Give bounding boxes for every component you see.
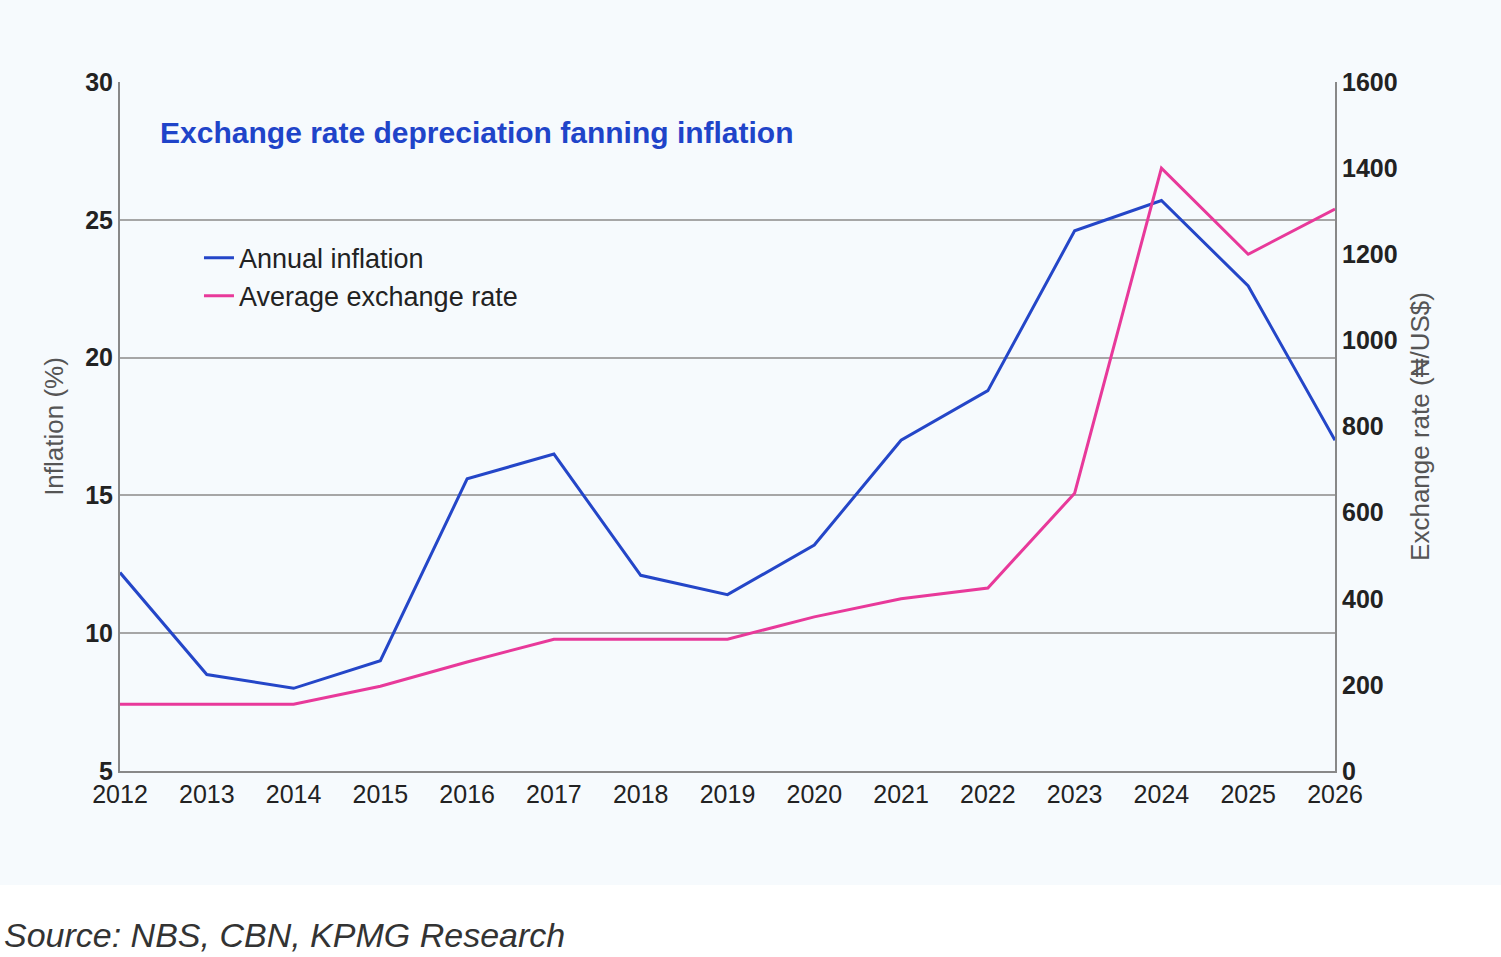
svg-text:2025: 2025 xyxy=(1220,780,1276,808)
svg-text:2022: 2022 xyxy=(960,780,1016,808)
svg-text:Average exchange rate: Average exchange rate xyxy=(239,282,518,312)
svg-text:2024: 2024 xyxy=(1134,780,1190,808)
svg-text:15: 15 xyxy=(85,481,113,509)
svg-text:200: 200 xyxy=(1342,671,1384,699)
svg-text:2013: 2013 xyxy=(179,780,235,808)
svg-text:2018: 2018 xyxy=(613,780,669,808)
svg-text:Annual inflation: Annual inflation xyxy=(239,244,424,274)
html-text:Source: NBS, CBN, KPMG Researc: Source: NBS, CBN, KPMG Research xyxy=(4,916,566,954)
svg-text:2023: 2023 xyxy=(1047,780,1103,808)
svg-text:2012: 2012 xyxy=(92,780,148,808)
svg-text:800: 800 xyxy=(1342,412,1384,440)
svg-text:5: 5 xyxy=(99,757,113,785)
svg-text:10: 10 xyxy=(85,619,113,647)
svg-text:1400: 1400 xyxy=(1342,154,1398,182)
svg-text:2015: 2015 xyxy=(353,780,409,808)
svg-text:1600: 1600 xyxy=(1342,68,1398,96)
svg-text:2019: 2019 xyxy=(700,780,756,808)
svg-text:2026: 2026 xyxy=(1307,780,1363,808)
svg-text:2016: 2016 xyxy=(439,780,495,808)
svg-text:1200: 1200 xyxy=(1342,240,1398,268)
svg-text:400: 400 xyxy=(1342,585,1384,613)
svg-text:2020: 2020 xyxy=(786,780,842,808)
svg-text:Exchange rate depreciation fan: Exchange rate depreciation fanning infla… xyxy=(160,116,793,149)
svg-text:25: 25 xyxy=(85,206,113,234)
svg-text:1000: 1000 xyxy=(1342,326,1398,354)
svg-text:2021: 2021 xyxy=(873,780,929,808)
svg-text:20: 20 xyxy=(85,343,113,371)
svg-text:Inflation (%): Inflation (%) xyxy=(39,357,69,496)
svg-text:2014: 2014 xyxy=(266,780,322,808)
svg-text:Exchange rate (₦/US$): Exchange rate (₦/US$) xyxy=(1405,292,1435,561)
svg-text:0: 0 xyxy=(1342,757,1356,785)
svg-text:2017: 2017 xyxy=(526,780,582,808)
svg-text:600: 600 xyxy=(1342,498,1384,526)
svg-text:30: 30 xyxy=(85,68,113,96)
